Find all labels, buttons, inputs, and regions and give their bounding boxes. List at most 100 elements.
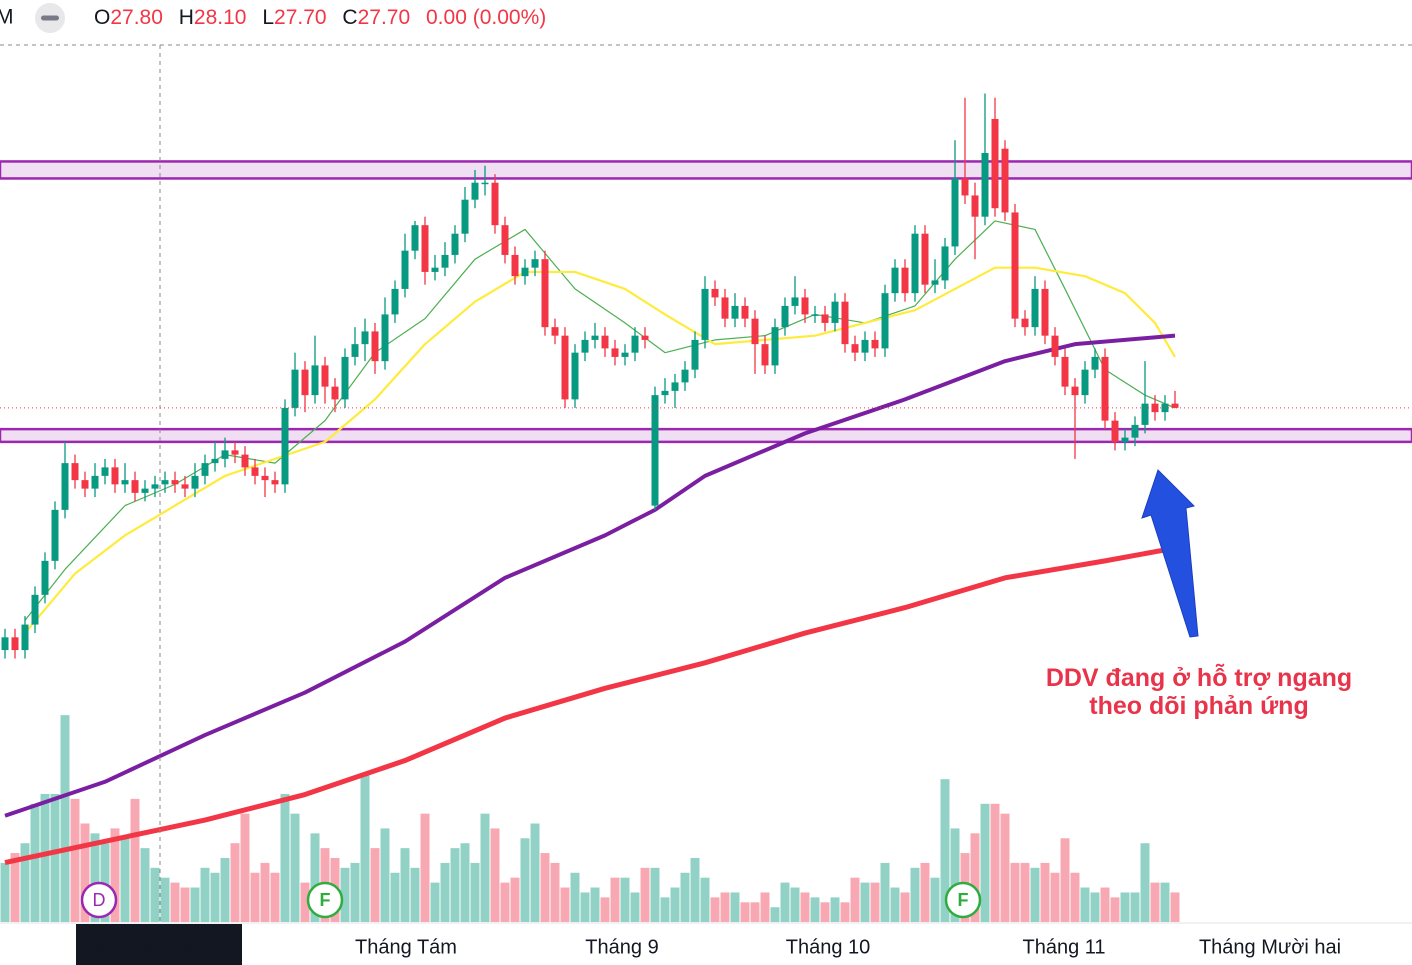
volume-bar [920,862,930,922]
volume-bar [620,877,630,922]
volume-bar [240,813,250,922]
candle-body [501,225,509,255]
volume-bar [880,862,890,922]
volume-bar [700,877,710,922]
candle-body [441,254,449,268]
moving-average [24,266,1176,634]
candle-body [861,339,869,353]
volume-bar [140,848,150,922]
x-tick-label: Tháng 9 [585,936,658,958]
volume-bar [410,867,420,922]
volume-bar [660,897,670,922]
volume-bar [790,887,800,922]
volume-bar [890,887,900,922]
crosshair-time-box [76,924,242,965]
volume-bar [80,823,90,922]
x-tick-label: 30 Tháng 6 '25 [91,936,228,958]
candle-body [731,305,739,319]
volume-bar [490,828,500,922]
candle-body [251,467,259,476]
candle-body [381,314,389,362]
volume-bar [210,872,220,922]
candle-body [841,301,849,345]
candle-body [261,475,269,481]
candle-body [391,288,399,315]
change: 0.00 (0.00%) [426,6,546,29]
volume-bar [60,715,70,922]
candle-body [1111,420,1119,442]
x-tick-label: Tháng 11 [1022,936,1105,958]
volume-bar [570,872,580,922]
volume-bar [1160,882,1170,922]
candle-body [231,450,239,455]
candle-body [111,467,119,485]
candle-body [221,450,229,459]
candle-body [741,305,749,319]
candle-body [821,314,829,323]
volume-bar [370,848,380,922]
time-axis: 30 Tháng 6 '25 Tháng Tám Tháng 9 Tháng 10 Th… [91,936,1341,958]
volume-bar [150,867,160,922]
ohlc-key: L [262,6,274,29]
candle-body [911,233,919,294]
volume-bar [710,897,720,922]
volume-bar [10,853,20,922]
candle-body [511,254,519,277]
candle-body [581,339,589,353]
candle-body [461,199,469,234]
candle-body [611,348,619,357]
volume-bar [290,813,300,922]
candle-body [691,339,699,370]
candle-body [431,267,439,272]
volume-bar [50,793,60,922]
volume-bar [910,867,920,922]
candle-body [941,246,949,281]
candle-body [1081,369,1089,396]
candle-body [951,178,959,247]
volume-bar [980,803,990,922]
plot-area [0,93,1412,922]
candle-body [341,356,349,400]
annotation: theo dõi phản ứng [1089,692,1308,720]
volume-bar [1150,882,1160,922]
candle-body [241,454,249,468]
candle-body [931,280,939,285]
volume-bar [390,872,400,922]
volume-bar [100,843,110,922]
volume-bar [1130,892,1140,922]
volume-bar [1110,897,1120,922]
ohlc-value: 27.80 [110,6,163,29]
volume-bar [110,828,120,922]
volume-bar [1020,862,1030,922]
volume-bar [260,862,270,922]
zone [0,160,1412,180]
candle-body [421,225,429,272]
event-marker [80,881,118,919]
volume-bar [270,872,280,922]
volume-bar [860,882,870,922]
candle-body [831,301,839,323]
volume-bar [440,862,450,922]
candle-body [801,297,809,315]
volume-bar [250,872,260,922]
candle-body [31,594,39,625]
candle-body [531,259,539,268]
candle-body [41,560,49,595]
volume-bar [740,902,750,922]
candle-body [1061,356,1069,387]
volume-bar [360,774,370,922]
candle-body [451,233,459,255]
volume-bar [760,892,770,922]
candle-body [161,480,169,485]
volume-bar [380,828,390,922]
volume-bar [130,798,140,922]
candle-body [71,463,79,481]
candle-body [991,118,999,209]
volume-bar [480,813,490,922]
x-tick-label: Tháng Tám [355,936,457,958]
volume-bar [850,877,860,922]
event-marker [944,881,982,919]
volume-bar [160,877,170,922]
candle-body [191,475,199,489]
